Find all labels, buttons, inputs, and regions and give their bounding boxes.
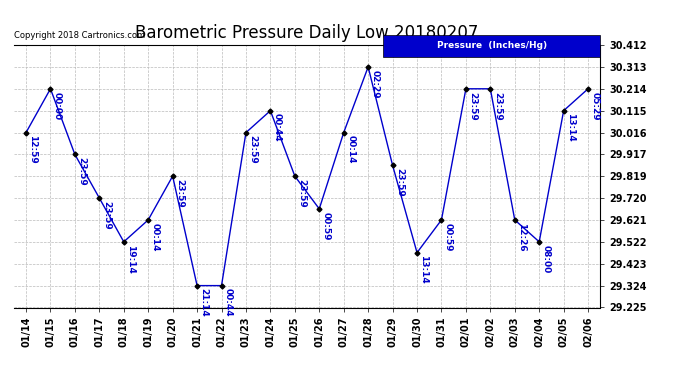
FancyBboxPatch shape xyxy=(384,34,600,57)
Text: 23:59: 23:59 xyxy=(469,92,477,120)
Text: 23:59: 23:59 xyxy=(493,92,502,120)
Title: Barometric Pressure Daily Low 20180207: Barometric Pressure Daily Low 20180207 xyxy=(135,24,479,42)
Text: 00:14: 00:14 xyxy=(150,223,159,251)
Text: 00:59: 00:59 xyxy=(322,211,331,240)
Text: 23:59: 23:59 xyxy=(297,179,306,208)
Text: 23:59: 23:59 xyxy=(395,168,404,197)
Text: 13:14: 13:14 xyxy=(566,114,575,142)
Text: 00:14: 00:14 xyxy=(346,135,355,164)
Text: 23:59: 23:59 xyxy=(77,157,86,186)
Text: 05:29: 05:29 xyxy=(591,92,600,120)
Text: 23:59: 23:59 xyxy=(102,201,111,230)
Text: 12:59: 12:59 xyxy=(28,135,37,164)
Text: Copyright 2018 Cartronics.com: Copyright 2018 Cartronics.com xyxy=(14,31,145,40)
Text: 13:14: 13:14 xyxy=(420,255,428,284)
Text: 19:14: 19:14 xyxy=(126,244,135,273)
Text: 00:59: 00:59 xyxy=(444,223,453,251)
Text: 00:44: 00:44 xyxy=(224,288,233,317)
Text: Pressure  (Inches/Hg): Pressure (Inches/Hg) xyxy=(437,41,547,50)
Text: 02:29: 02:29 xyxy=(371,70,380,98)
Text: 00:00: 00:00 xyxy=(53,92,62,120)
Text: 08:00: 08:00 xyxy=(542,244,551,273)
Text: 21:14: 21:14 xyxy=(199,288,208,317)
Text: 12:26: 12:26 xyxy=(518,223,526,251)
Text: 23:59: 23:59 xyxy=(175,179,184,208)
Text: 00:44: 00:44 xyxy=(273,114,282,142)
Text: 23:59: 23:59 xyxy=(248,135,257,164)
